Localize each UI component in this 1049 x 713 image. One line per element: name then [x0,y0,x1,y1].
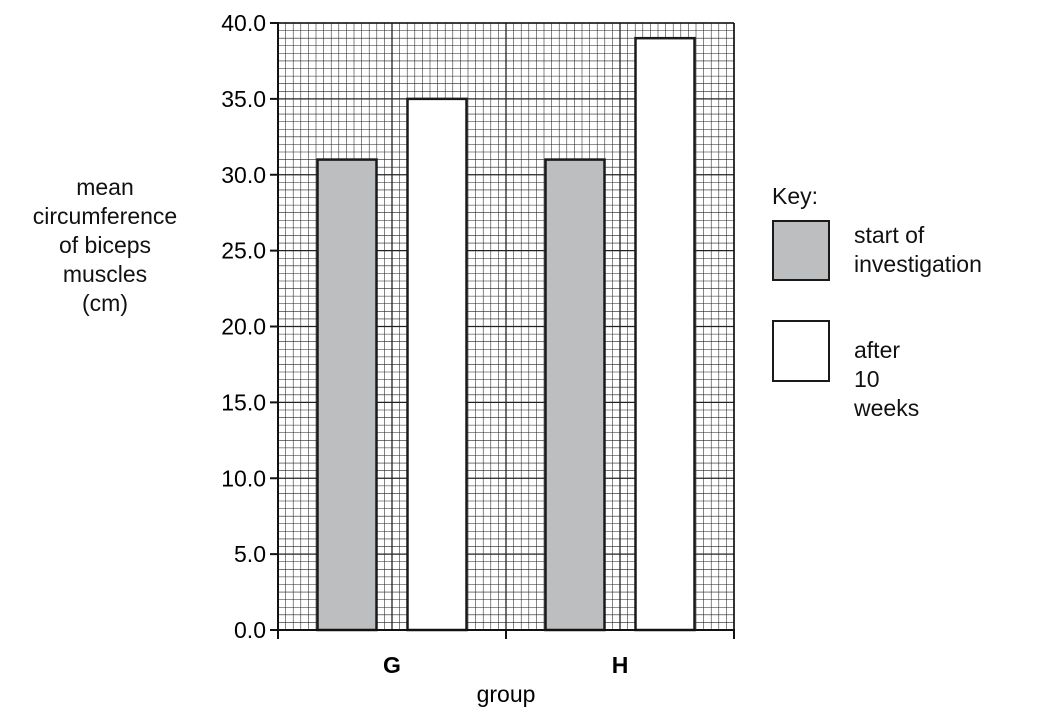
y-axis-title-line: circumference [32,203,178,229]
y-tick-label: 10.0 [221,465,266,491]
legend-title: Key: [772,183,819,209]
bar-h-start [544,158,606,632]
y-axis-title-line: (cm) [82,290,128,316]
y-tick-label: 0.0 [234,617,266,643]
y-tick-label: 40.0 [221,10,266,36]
y-tick-label: 5.0 [234,541,266,567]
y-axis-title: mean circumference of biceps muscles (cm… [0,173,210,318]
y-tick-label: 35.0 [221,86,266,112]
y-tick-label: 15.0 [221,389,266,415]
legend-label-start: start of investigation [854,221,982,279]
y-tick-label: 20.0 [221,314,266,340]
y-axis-title-line: mean [76,174,134,200]
y-axis-title-line: of biceps [58,232,152,258]
legend-label-line: after 10 weeks [854,337,920,421]
legend-label-line: investigation [854,251,982,277]
chart-labels: group G H 0.0 5.0 10.0 15.0 20.0 25.0 30.0 35.0 40… [221,10,628,707]
legend-label-line: start of [854,222,925,248]
bar-h-after [634,36,696,632]
legend-label-after: after 10 weeks [854,336,919,423]
x-tick-label: H [612,652,629,678]
legend-swatch-after [772,320,830,382]
bar-g-after [406,97,468,632]
y-tick-label: 25.0 [221,238,266,264]
legend-swatch-start [772,220,830,281]
y-axis-title-line: muscles [62,261,148,287]
x-tick-label: G [383,652,401,678]
bar-g-start [316,158,378,632]
x-axis-title: group [477,681,536,707]
y-tick-label: 30.0 [221,162,266,188]
chart-bars [316,36,696,632]
chart-axes [270,22,735,639]
